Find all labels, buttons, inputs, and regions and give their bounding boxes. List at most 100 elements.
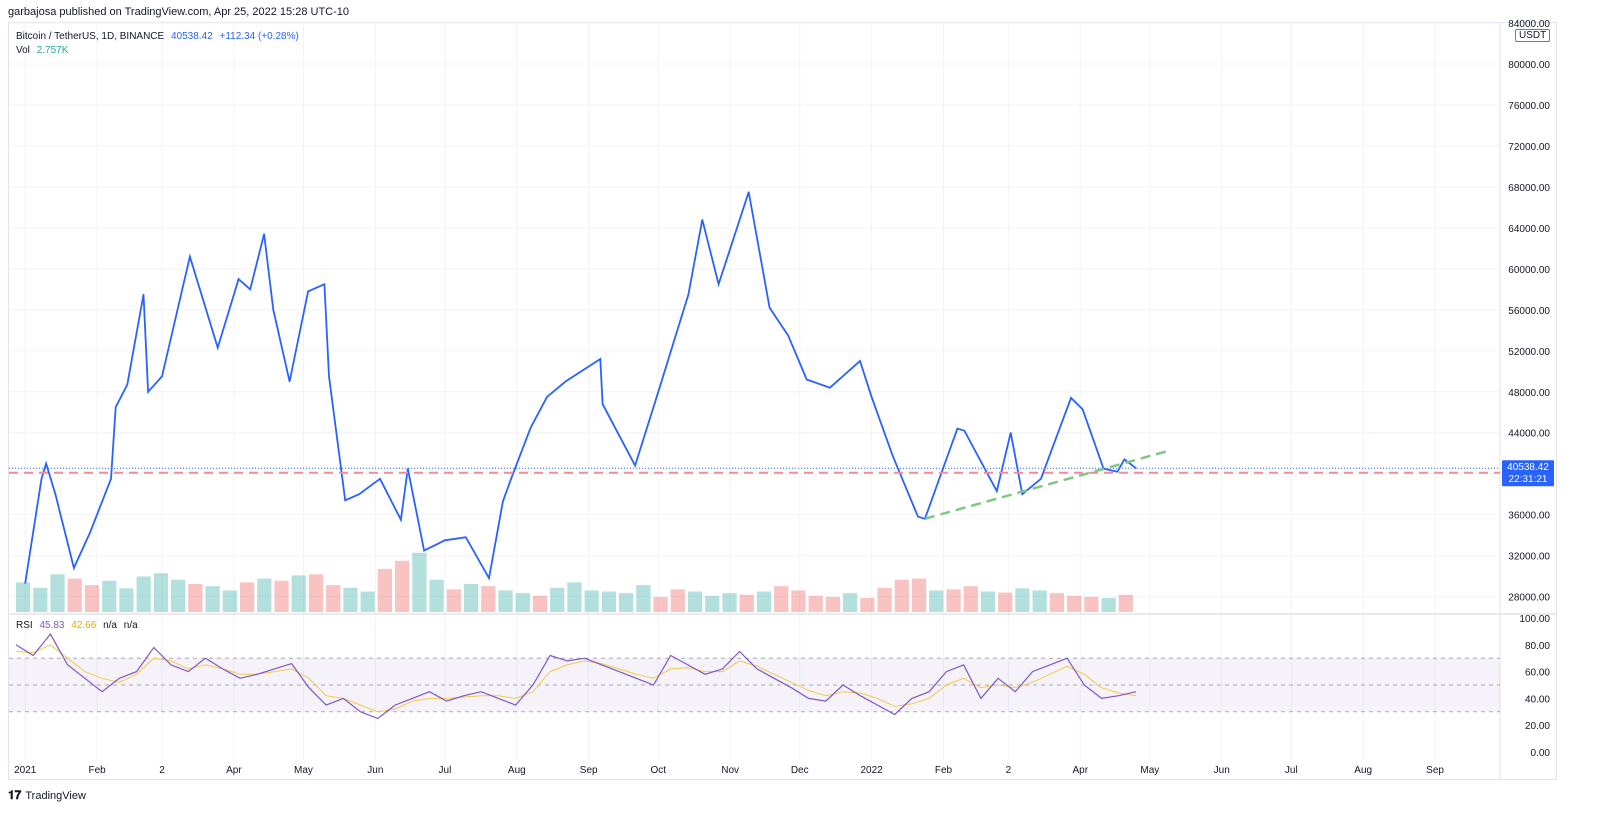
price-tick-label: 56000.00	[1508, 306, 1550, 317]
price-point	[787, 334, 789, 337]
volume-bar	[153, 573, 169, 612]
volume-bar	[1032, 590, 1047, 612]
price-point	[249, 288, 251, 290]
price-point	[379, 478, 381, 480]
price-point	[115, 406, 117, 408]
time-tick-label: Aug	[508, 765, 526, 776]
tradingview-logo-icon: 𝟏𝟕	[8, 788, 22, 802]
price-point	[1040, 478, 1042, 480]
time-tick-label: Jun	[367, 765, 383, 776]
volume-bar	[567, 582, 582, 612]
legend-change: +112.34 (+0.28%)	[219, 31, 299, 42]
price-point	[344, 499, 346, 501]
volume-value: 2.757K	[36, 45, 69, 56]
rsi-ma-line	[15, 644, 1136, 713]
price-tick-label: 36000.00	[1508, 511, 1550, 522]
time-tick-label: Feb	[935, 765, 953, 776]
volume-bar	[50, 574, 65, 612]
legend-price: 40538.42	[170, 31, 213, 42]
price-point	[142, 293, 145, 296]
price-tick-label: 72000.00	[1508, 142, 1550, 153]
price-point	[126, 383, 128, 386]
symbol-legend: Bitcoin / TetherUS, 1D, BINANCE 40538.42…	[16, 30, 299, 58]
symbol-name[interactable]: Bitcoin / TetherUS, 1D, BINANCE	[16, 31, 165, 42]
volume-bar	[963, 586, 978, 612]
volume-bar	[498, 590, 513, 612]
price-line	[24, 191, 1137, 584]
time-tick-label: Jun	[1214, 765, 1230, 776]
price-point	[768, 307, 771, 309]
volume-bar	[291, 575, 306, 612]
volume-bar	[205, 586, 220, 612]
price-point	[328, 375, 330, 377]
volume-bar	[877, 587, 892, 612]
volume-bar	[1015, 588, 1030, 612]
volume-bar	[843, 593, 858, 612]
price-point	[634, 464, 636, 467]
rsi-tick-label: 40.00	[1525, 694, 1550, 705]
volume-bar	[550, 587, 565, 612]
volume-bar	[532, 595, 548, 612]
price-point	[829, 387, 831, 389]
price-point	[40, 478, 43, 480]
volume-label[interactable]: Vol	[16, 45, 30, 56]
volume-bar	[722, 593, 737, 612]
price-point	[511, 475, 513, 477]
volume-bar	[1067, 595, 1082, 612]
price-point	[1123, 458, 1125, 460]
volume-bar	[825, 596, 841, 612]
price-point	[54, 493, 56, 495]
price-point	[599, 358, 601, 360]
time-tick-label: Nov	[721, 765, 739, 776]
volume-bar	[636, 585, 651, 612]
volume-bar	[584, 590, 599, 612]
price-tick-label: 60000.00	[1508, 265, 1550, 276]
rsi-label[interactable]: RSI	[16, 620, 33, 631]
volume-bar	[739, 594, 754, 612]
price-tick-label: 52000.00	[1508, 347, 1550, 358]
currency-label[interactable]: USDT	[1515, 29, 1551, 42]
volume-bar	[377, 568, 393, 612]
time-tick-label: Oct	[650, 765, 666, 776]
volume-bar	[946, 589, 961, 612]
volume-bar	[929, 590, 944, 612]
publish-info: garbajosa published on TradingView.com, …	[8, 6, 350, 18]
price-point	[717, 283, 720, 285]
price-point	[1116, 471, 1118, 473]
price-point	[859, 360, 861, 362]
tradingview-footer[interactable]: 𝟏𝟕 TradingView	[8, 788, 86, 803]
time-tick-label: 2	[159, 765, 165, 776]
price-point	[217, 347, 219, 349]
price-tick-label: 68000.00	[1508, 183, 1550, 194]
price-tick-label: 28000.00	[1508, 593, 1550, 604]
price-tick-label: 44000.00	[1508, 429, 1550, 440]
volume-bar	[601, 591, 617, 612]
volume-bar	[446, 589, 461, 612]
volume-bar	[15, 582, 31, 612]
volume-bar	[343, 587, 358, 612]
price-point	[701, 219, 703, 221]
time-tick-label: 2022	[860, 765, 883, 776]
time-tick-label: Sep	[580, 765, 598, 776]
rsi-tick-label: 80.00	[1525, 641, 1550, 652]
volume-bar	[515, 593, 530, 612]
price-point	[161, 375, 163, 377]
tradingview-wordmark: TradingView	[25, 789, 86, 802]
time-tick-label: May	[294, 765, 313, 776]
volume-bar	[1049, 593, 1065, 612]
price-point	[1021, 493, 1023, 495]
price-point	[272, 309, 274, 311]
volume-bar	[1118, 594, 1133, 612]
price-point	[806, 378, 808, 381]
volume-bar	[756, 591, 772, 612]
price-point	[488, 577, 490, 579]
volume-bar	[257, 578, 272, 612]
rsi-tick-label: 60.00	[1525, 668, 1550, 679]
volume-bar	[687, 591, 703, 612]
price-point	[602, 403, 604, 405]
price-point	[963, 430, 965, 432]
volume-bar	[395, 560, 410, 612]
volume-bar	[188, 584, 203, 612]
price-point	[358, 493, 360, 495]
